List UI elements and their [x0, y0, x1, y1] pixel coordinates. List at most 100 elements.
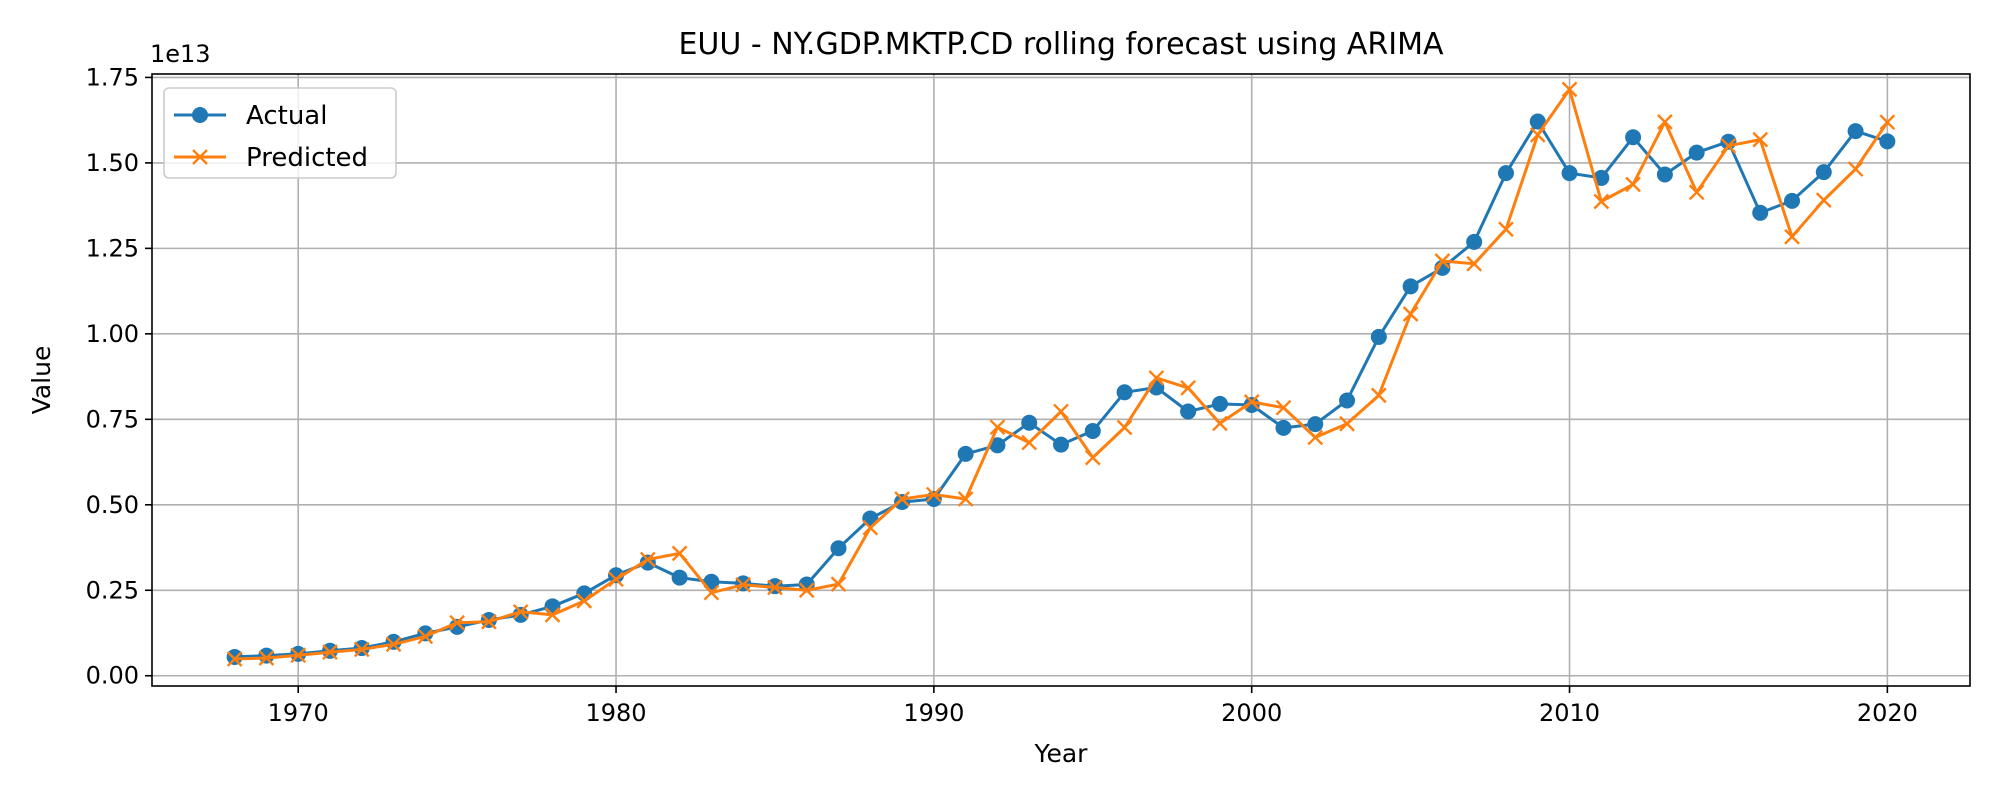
data-point-actual	[1752, 204, 1769, 221]
data-point-predicted	[1625, 176, 1641, 193]
data-point-predicted	[894, 491, 910, 507]
data-point-actual	[1625, 129, 1642, 146]
data-point-predicted	[1021, 434, 1038, 451]
data-point-actual	[1053, 436, 1069, 453]
x-tick-label: 1990	[903, 699, 964, 727]
data-point-actual	[1815, 164, 1832, 181]
data-point-predicted	[385, 636, 402, 653]
data-point-predicted	[1212, 415, 1228, 432]
data-point-predicted	[703, 584, 720, 601]
data-point-actual	[480, 612, 497, 629]
data-point-predicted	[1847, 161, 1864, 177]
data-point-predicted	[1116, 419, 1133, 436]
data-point-predicted	[1402, 306, 1419, 322]
data-point-predicted	[353, 641, 370, 658]
data-point-predicted	[735, 576, 752, 593]
data-point-actual	[1021, 414, 1038, 431]
data-point-actual	[957, 445, 974, 462]
x-tick-label: 2000	[1221, 699, 1282, 727]
data-point-predicted	[1084, 449, 1101, 466]
data-point-predicted	[767, 579, 783, 596]
data-point-predicted	[1053, 403, 1069, 420]
data-point-actual	[608, 567, 625, 584]
data-point-predicted	[1752, 131, 1769, 148]
y-tick-label: 1.25	[86, 234, 139, 262]
data-point-predicted	[1561, 81, 1578, 98]
axes-frame	[151, 73, 1971, 687]
data-point-actual	[1084, 422, 1101, 439]
data-point-predicted	[1784, 228, 1800, 245]
y-tick-label: 0.25	[86, 576, 139, 604]
data-point-predicted	[1275, 399, 1292, 416]
data-point-predicted	[671, 545, 688, 562]
data-point-predicted	[1307, 429, 1324, 446]
data-point-predicted	[512, 603, 529, 620]
x-axis-label: Year	[1034, 739, 1089, 768]
data-point-actual	[989, 437, 1006, 454]
x-tick-label: 1970	[268, 699, 329, 727]
y-tick-label: 1.50	[86, 149, 139, 177]
data-point-predicted	[862, 519, 879, 536]
data-point-actual	[1656, 166, 1673, 183]
data-point-predicted	[830, 576, 847, 592]
data-point-actual	[671, 569, 688, 586]
y-tick-label: 0.00	[86, 662, 139, 690]
data-point-predicted	[1243, 394, 1260, 410]
data-point-predicted	[576, 593, 593, 609]
legend-marker-actual	[192, 107, 208, 123]
x-tick-label: 1980	[585, 699, 646, 727]
data-point-predicted	[1466, 255, 1483, 272]
plot-area: 1970 1980 1990 2000 2010 2020 0.00 0.25 0.50 0.75…	[86, 63, 1971, 727]
y-axis-label: Value	[27, 346, 56, 415]
data-point-actual	[1180, 403, 1197, 420]
data-point-actual	[1847, 123, 1864, 140]
data-point-predicted	[926, 486, 942, 503]
data-point-actual	[1497, 165, 1514, 182]
data-point-actual	[1275, 419, 1292, 436]
data-point-actual	[1561, 165, 1578, 182]
data-point-actual	[1370, 328, 1387, 345]
data-point-predicted	[957, 491, 974, 507]
data-point-actual	[1593, 169, 1610, 186]
y-tick-label: 1.00	[86, 320, 139, 348]
data-point-actual	[1243, 396, 1260, 413]
data-point-actual	[1402, 278, 1419, 295]
data-point-actual	[1466, 233, 1483, 250]
data-point-predicted	[1879, 114, 1896, 131]
x-tick-label: 2020	[1857, 699, 1918, 727]
data-point-predicted	[290, 647, 307, 664]
y-tick-label: 0.50	[86, 491, 139, 519]
data-point-actual	[1784, 192, 1801, 209]
y-tick-label: 0.75	[86, 405, 139, 433]
data-point-predicted	[449, 614, 465, 631]
data-point-actual	[258, 647, 275, 664]
data-point-predicted	[1180, 380, 1196, 396]
data-point-predicted	[1657, 114, 1673, 130]
data-point-actual	[1307, 416, 1324, 433]
x-tick-label: 2010	[1539, 699, 1600, 727]
data-point-predicted	[798, 582, 815, 599]
y-axis-offset-label: 1e13	[150, 40, 211, 68]
chart-title: EUU - NY.GDP.MKTP.CD rolling forecast us…	[678, 27, 1444, 62]
data-point-predicted	[258, 650, 275, 666]
data-point-actual	[576, 585, 593, 602]
y-tick-label: 1.75	[86, 63, 139, 91]
data-point-actual	[1339, 392, 1356, 409]
data-point-predicted	[639, 551, 656, 568]
legend-label-actual: Actual	[246, 101, 327, 131]
data-point-predicted	[417, 628, 434, 645]
data-point-predicted	[1720, 137, 1737, 154]
data-point-actual	[1211, 395, 1228, 412]
legend-label-predicted: Predicted	[246, 143, 368, 173]
data-point-predicted	[989, 419, 1006, 436]
data-point-predicted	[1339, 415, 1355, 432]
data-point-actual	[830, 540, 847, 557]
data-point-predicted	[481, 613, 497, 630]
data-point-predicted	[1434, 253, 1451, 269]
data-point-actual	[1879, 133, 1896, 150]
legend-marker-predicted	[192, 149, 208, 165]
data-point-predicted	[1529, 127, 1546, 143]
legend: Actual Predicted	[163, 87, 397, 179]
data-point-actual	[1116, 384, 1133, 401]
